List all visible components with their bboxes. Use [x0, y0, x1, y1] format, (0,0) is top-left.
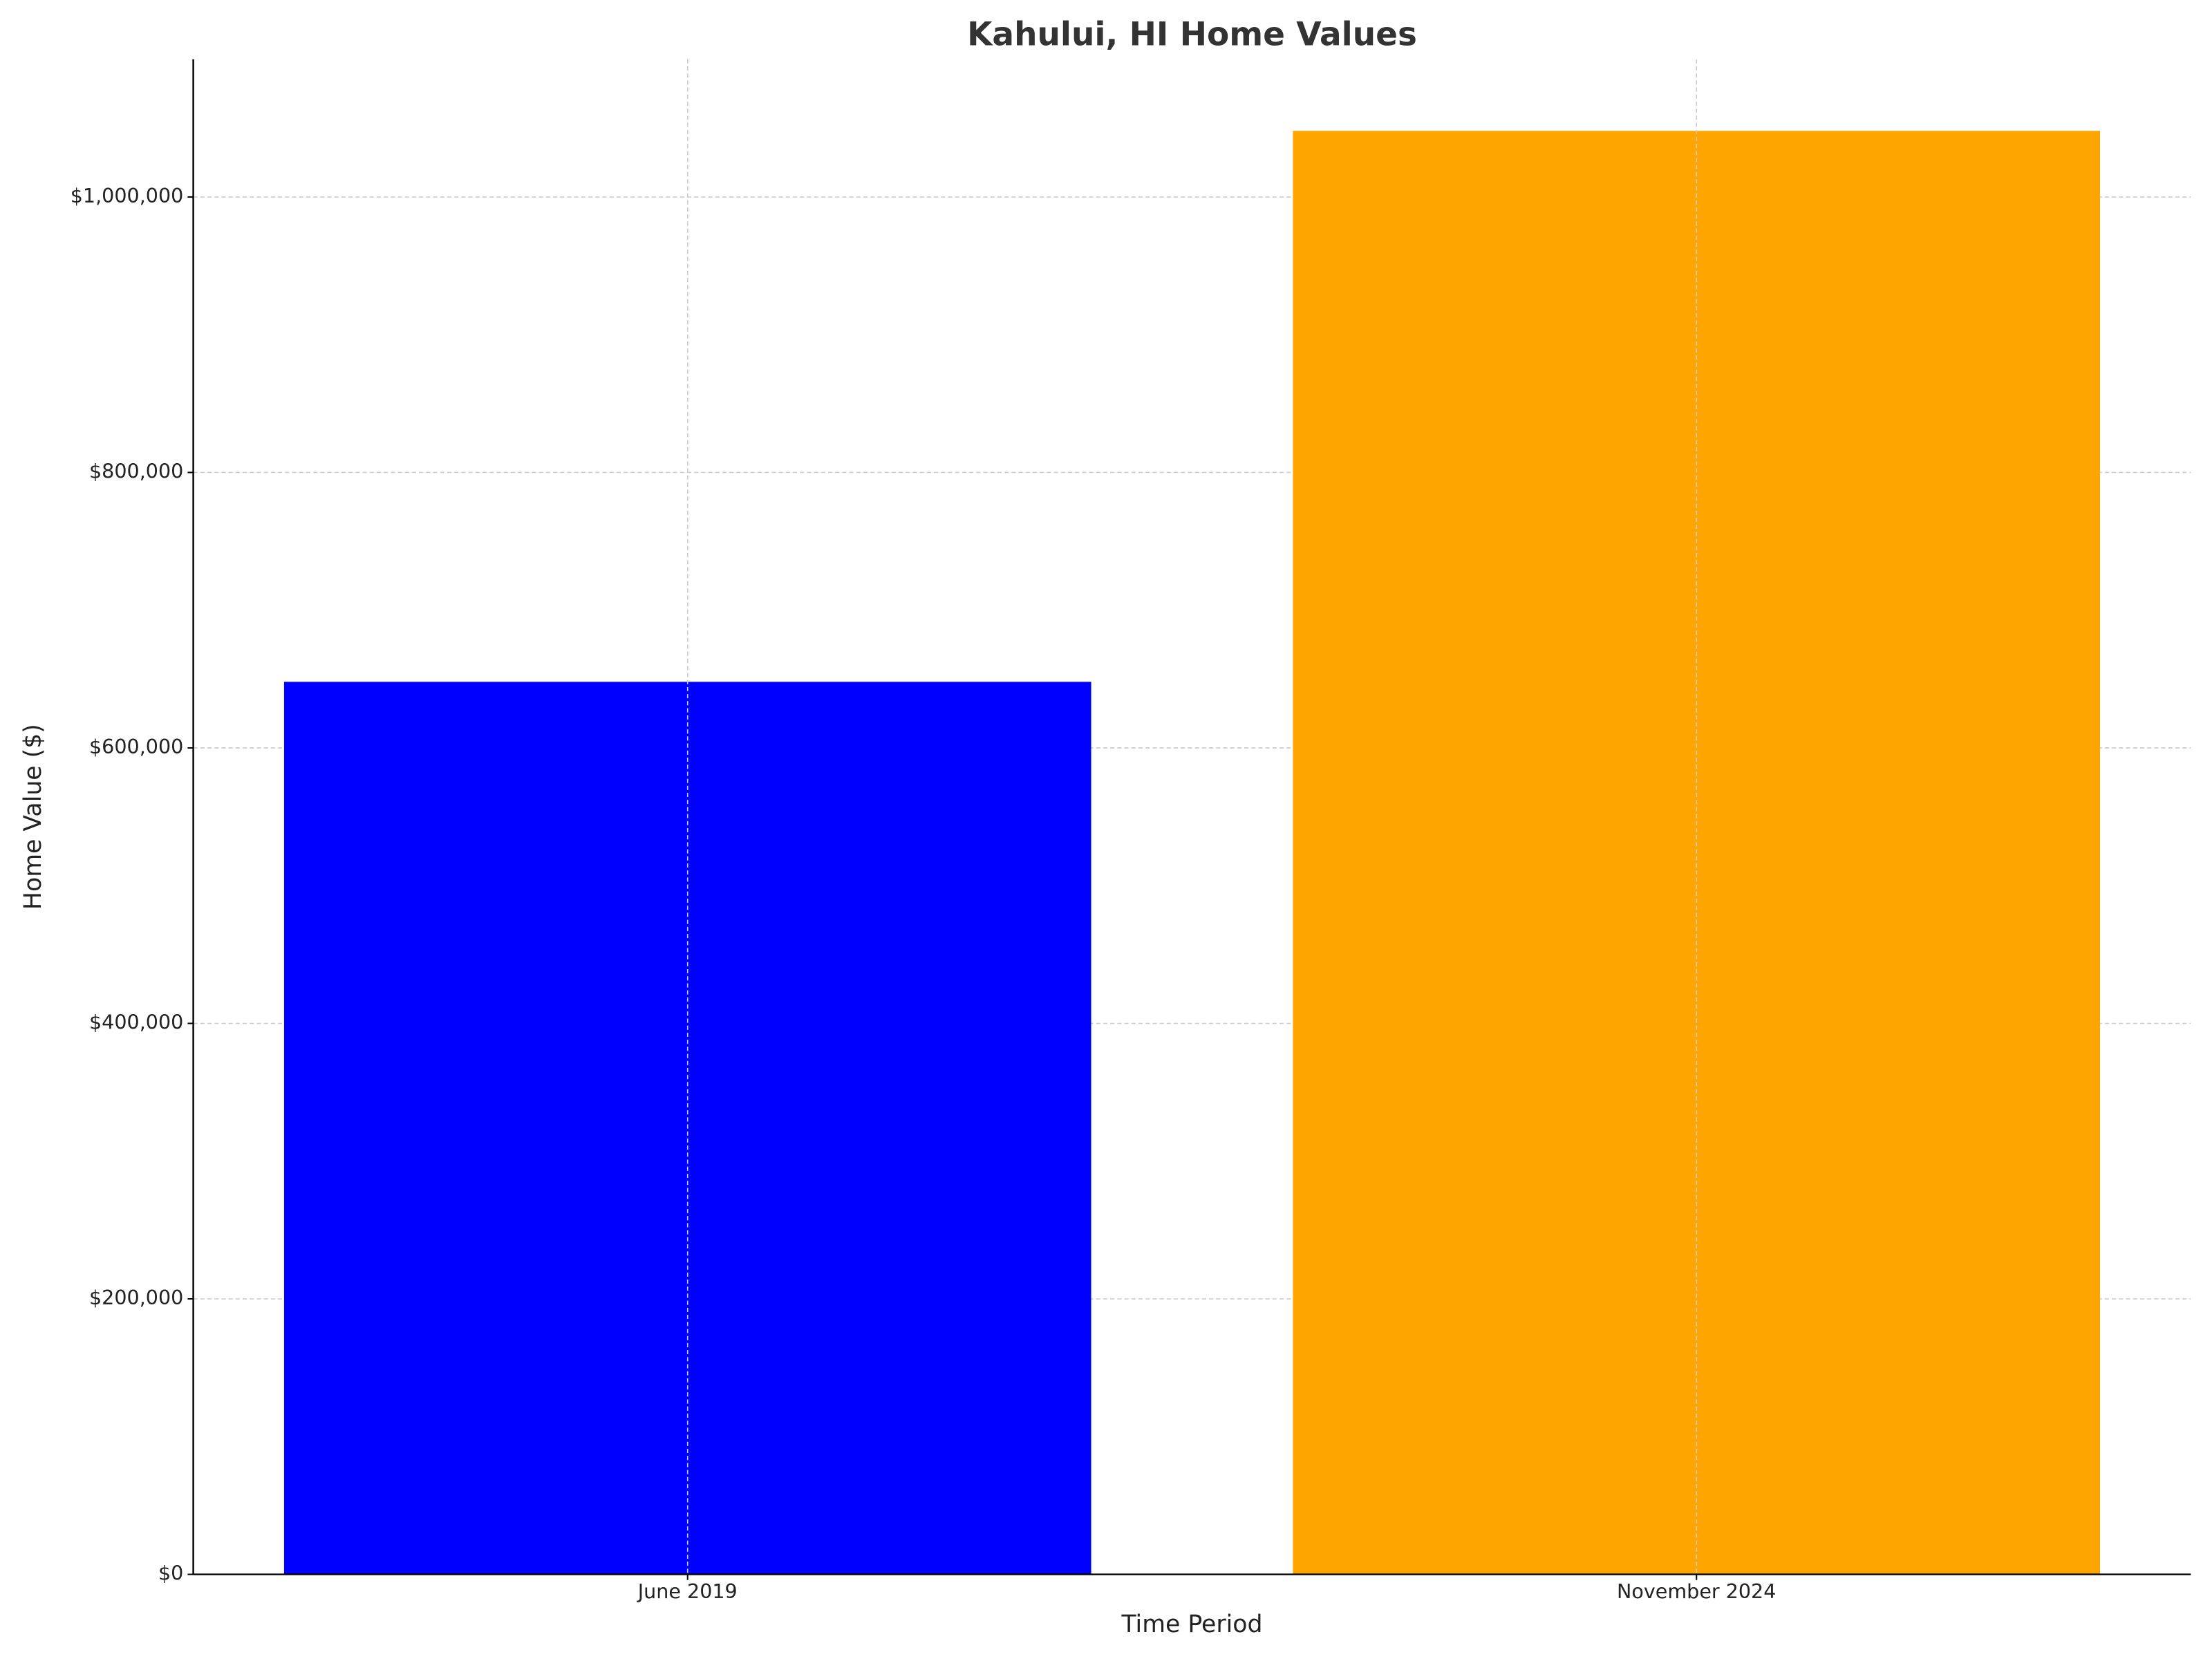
- y-tick-label: $400,000: [89, 1011, 183, 1034]
- bars: [283, 131, 2101, 1575]
- axes: $0 $200,000 $400,000 $600,000 $800,000 $1,000…: [71, 59, 2191, 1603]
- y-tick-label: $800,000: [89, 459, 183, 482]
- chart-title: Kahului, HI Home Values: [967, 16, 1417, 54]
- y-axis-label: Home Value ($): [19, 724, 47, 910]
- y-tick-label: $1,000,000: [71, 184, 184, 207]
- x-tick-label: November 2024: [1617, 1580, 1776, 1603]
- y-tick-label: $200,000: [89, 1286, 183, 1309]
- x-axis-label: Time Period: [1121, 1611, 1262, 1638]
- y-tick-label: $0: [158, 1562, 183, 1585]
- y-tick-label: $600,000: [89, 735, 183, 758]
- x-tick-label: June 2019: [637, 1580, 738, 1603]
